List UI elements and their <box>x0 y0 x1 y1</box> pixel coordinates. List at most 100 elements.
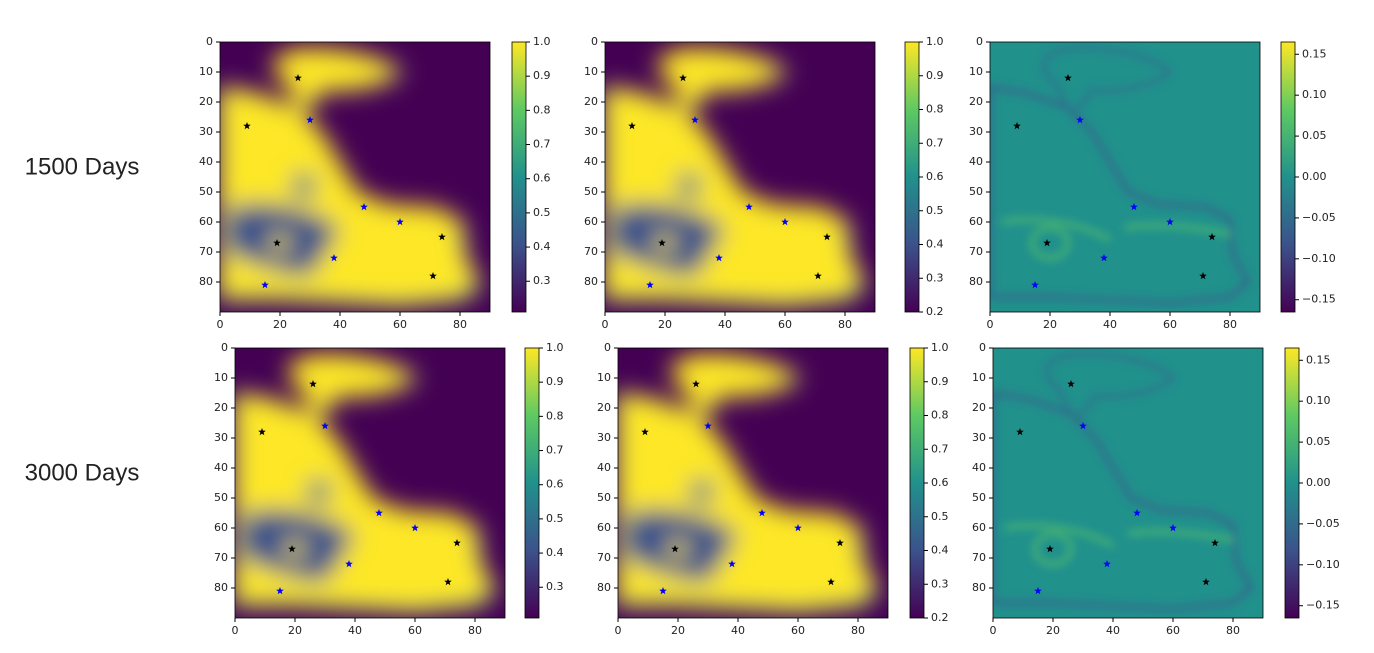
star-marker <box>411 524 419 532</box>
x-tick-label: 0 <box>232 624 239 637</box>
y-tick-label: 80 <box>597 581 611 594</box>
colorbar-tick-label: 0.9 <box>546 375 564 388</box>
heatmap-image <box>605 42 875 312</box>
x-tick-label: 20 <box>273 318 287 331</box>
colorbar-tick-label: 0.7 <box>546 444 564 457</box>
row-label: 3000 Days <box>25 459 140 486</box>
field-hole <box>690 480 714 504</box>
x-tick-label: 20 <box>658 318 672 331</box>
y-tick-label: 20 <box>969 95 983 108</box>
y-tick-label: 0 <box>604 341 611 354</box>
heatmap-image <box>990 42 1260 312</box>
star-marker <box>258 428 266 436</box>
star-marker <box>1169 524 1177 532</box>
y-tick-label: 80 <box>214 581 228 594</box>
colorbar-tick-label: 0.2 <box>926 305 944 318</box>
star-marker <box>659 587 667 595</box>
star-marker <box>261 281 269 289</box>
x-tick-label: 0 <box>615 624 622 637</box>
colorbar-tick-label: 0.7 <box>533 138 551 151</box>
y-tick-label: 70 <box>214 551 228 564</box>
colorbar-tick-label: 1.0 <box>546 341 564 354</box>
colorbar-tick-label: 0.4 <box>546 546 564 559</box>
colorbar-tick-label: 1.0 <box>931 341 949 354</box>
background <box>990 42 1260 312</box>
colorbar <box>1280 41 1296 313</box>
star-marker <box>1079 422 1087 430</box>
x-tick-label: 60 <box>1163 318 1177 331</box>
star-marker <box>658 239 666 247</box>
heatmap-image <box>220 42 490 312</box>
colorbar-tick-label: 1.0 <box>926 35 944 48</box>
x-tick-label: 40 <box>1103 318 1117 331</box>
colorbar-tick-label: 0.8 <box>546 409 564 422</box>
star-marker <box>1046 545 1054 553</box>
heatmap: 0 20 40 60 80 0 10 20 30 40 50 60 70 80 0.3 0.4 0.5 0.6 0.… <box>199 35 551 331</box>
y-tick-label: 10 <box>214 371 228 384</box>
axes-frame <box>617 347 889 619</box>
star-marker <box>1031 281 1039 289</box>
colorbar-tick-label: 0.00 <box>1306 476 1331 489</box>
colorbar-tick-label: 0.3 <box>926 271 944 284</box>
y-tick-label: 50 <box>584 185 598 198</box>
field <box>220 48 483 308</box>
field-edge <box>1042 46 1173 112</box>
star-marker <box>345 560 353 568</box>
y-tick-label: 60 <box>969 215 983 228</box>
y-tick-label: 80 <box>584 275 598 288</box>
y-tick-label: 70 <box>969 245 983 258</box>
colorbar-tick-label: 0.6 <box>931 476 949 489</box>
y-tick-label: 40 <box>597 461 611 474</box>
x-tick-label: 60 <box>1166 624 1180 637</box>
star-marker <box>745 203 753 211</box>
colorbar-tick-label: −0.15 <box>1302 293 1336 306</box>
star-marker <box>641 428 649 436</box>
axes-frame <box>992 347 1264 619</box>
field-core <box>656 234 674 252</box>
y-tick-label: 30 <box>199 125 213 138</box>
colorbar-tick-label: 0.4 <box>533 240 551 253</box>
x-tick-label: 60 <box>408 624 422 637</box>
x-tick-label: 20 <box>671 624 685 637</box>
colorbar-tick-label: 0.15 <box>1306 353 1331 366</box>
field-core <box>271 234 289 252</box>
x-tick-label: 80 <box>851 624 865 637</box>
heatmap: 0 20 40 60 80 0 10 20 30 40 50 60 70 80 0.2 0.3 0.4 0.5 0.… <box>584 35 944 331</box>
x-tick-label: 0 <box>990 624 997 637</box>
colorbar-tick-label: 0.7 <box>931 442 949 455</box>
y-tick-label: 60 <box>972 521 986 534</box>
star-marker <box>781 218 789 226</box>
colorbar-tick-label: 0.10 <box>1302 88 1327 101</box>
y-tick-label: 10 <box>199 65 213 78</box>
heatmap-image <box>618 348 888 618</box>
star-marker <box>1016 428 1024 436</box>
y-tick-label: 40 <box>584 155 598 168</box>
star-marker <box>679 74 687 82</box>
star-marker <box>704 422 712 430</box>
star-marker <box>309 380 317 388</box>
heatmap: 0 20 40 60 80 0 10 20 30 40 50 60 70 80 0.3 0.4 0.5 0.6 0.… <box>214 341 564 637</box>
field-edge <box>1001 218 1231 242</box>
x-tick-label: 40 <box>348 624 362 637</box>
y-tick-label: 70 <box>199 245 213 258</box>
star-marker <box>823 233 831 241</box>
y-tick-label: 50 <box>972 491 986 504</box>
field-core <box>671 354 798 417</box>
x-tick-label: 40 <box>731 624 745 637</box>
y-tick-label: 0 <box>206 35 213 48</box>
colorbar-tick-label: 0.5 <box>533 206 551 219</box>
colorbar-tick-label: 0.7 <box>926 136 944 149</box>
x-tick-label: 20 <box>288 624 302 637</box>
heatmap-image <box>993 348 1263 618</box>
field-core <box>273 48 400 111</box>
field-edge <box>1004 524 1234 548</box>
star-marker <box>438 233 446 241</box>
star-marker <box>1103 560 1111 568</box>
star-marker <box>1208 233 1216 241</box>
star-marker <box>429 272 437 280</box>
y-tick-label: 60 <box>584 215 598 228</box>
star-marker <box>1202 578 1210 586</box>
field-edge <box>990 85 1250 305</box>
colorbar-tick-label: 0.05 <box>1306 435 1331 448</box>
colorbar-tick-label: 0.05 <box>1302 129 1327 142</box>
